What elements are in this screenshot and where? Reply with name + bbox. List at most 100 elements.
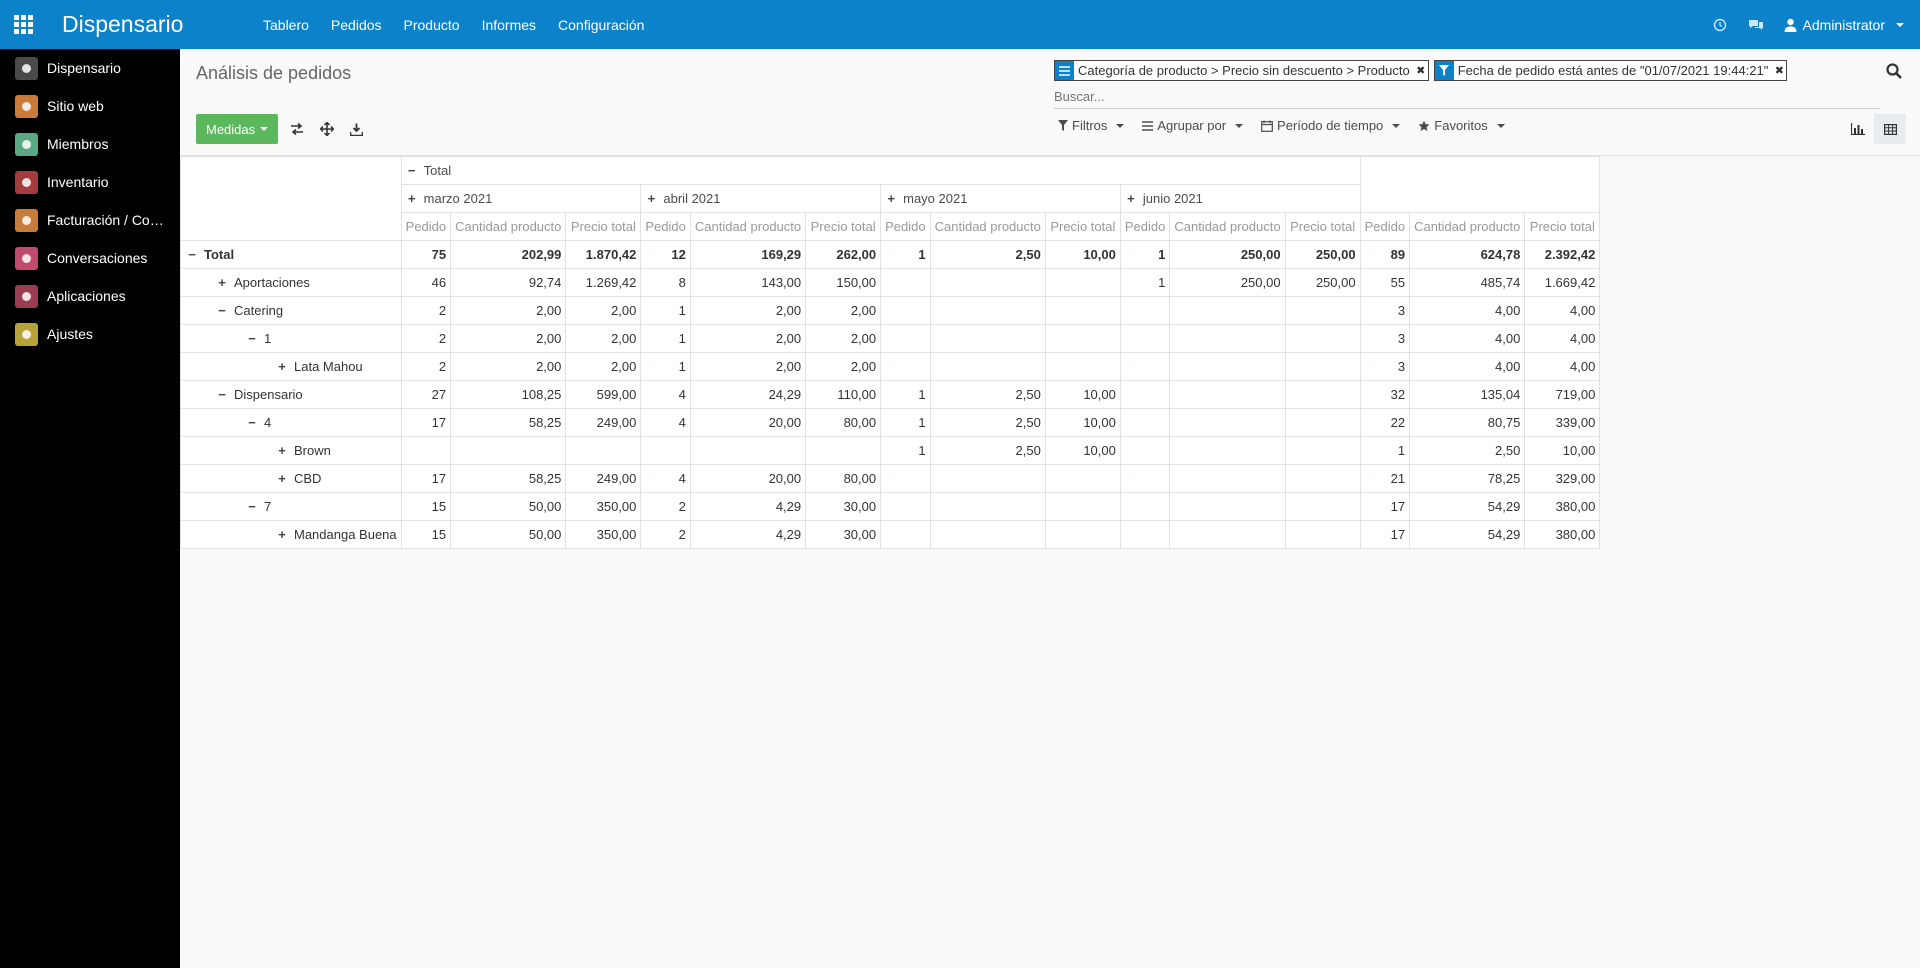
row-header[interactable]: − Total [180,240,402,269]
search-input[interactable] [1054,85,1880,109]
pivot-cell[interactable]: 202,99 [450,240,567,269]
pivot-cell[interactable] [1119,492,1171,521]
pivot-cell[interactable]: 4 [640,408,691,437]
time-range-dropdown[interactable]: Período de tiempo [1261,118,1401,133]
row-header[interactable]: + Aportaciones [180,268,402,297]
pivot-cell[interactable]: 50,00 [450,520,567,549]
facet-filter[interactable]: Fecha de pedido está antes de "01/07/202… [1433,60,1788,81]
pivot-cell[interactable]: 1 [640,296,691,325]
pivot-cell[interactable] [880,520,931,549]
remove-facet-icon[interactable]: ✖ [1416,65,1426,77]
measure-header[interactable]: Precio total [1044,212,1121,241]
pivot-cell[interactable] [880,268,931,297]
col-header-month[interactable]: + junio 2021 [1119,184,1361,213]
pivot-cell[interactable]: 4,00 [1524,296,1601,325]
pivot-cell[interactable] [1284,492,1361,521]
pivot-cell[interactable]: 50,00 [450,492,567,521]
pivot-cell[interactable] [1169,464,1286,493]
measure-header[interactable]: Cantidad producto [450,212,567,241]
measures-button[interactable]: Medidas [196,114,279,144]
pivot-cell[interactable]: 135,04 [1409,380,1526,409]
top-menu-item[interactable]: Configuración [558,16,645,33]
pivot-cell[interactable]: 1.669,42 [1524,268,1601,297]
pivot-cell[interactable] [1169,352,1286,381]
pivot-cell[interactable]: 15 [400,492,452,521]
pivot-cell[interactable]: 2 [400,352,452,381]
pivot-cell[interactable]: 21 [1359,464,1411,493]
pivot-cell[interactable]: 329,00 [1524,464,1601,493]
pivot-cell[interactable]: 339,00 [1524,408,1601,437]
measure-header[interactable]: Precio total [1284,212,1361,241]
pivot-cell[interactable]: 15 [400,520,452,549]
sidebar-item[interactable]: Ajustes [0,315,180,353]
pivot-cell[interactable]: 2 [640,520,691,549]
activity-clock-icon[interactable] [1712,17,1728,33]
pivot-cell[interactable]: 719,00 [1524,380,1601,409]
top-menu-item[interactable]: Tablero [263,16,309,33]
pivot-cell[interactable]: 1.269,42 [565,268,642,297]
pivot-cell[interactable] [1119,380,1171,409]
pivot-cell[interactable]: 20,00 [689,408,807,437]
pivot-cell[interactable]: 2,00 [450,296,567,325]
col-header-total[interactable]: − Total [400,156,1361,185]
pivot-cell[interactable] [450,436,567,465]
pivot-cell[interactable]: 2,00 [689,296,807,325]
pivot-cell[interactable]: 4,00 [1409,324,1526,353]
pivot-cell[interactable]: 4,00 [1409,352,1526,381]
pivot-cell[interactable]: 20,00 [689,464,807,493]
pivot-cell[interactable]: 2 [640,492,691,521]
messages-icon[interactable] [1748,17,1764,33]
remove-facet-icon[interactable]: ✖ [1774,65,1784,77]
pivot-cell[interactable]: 1 [880,240,931,269]
pivot-cell[interactable]: 12 [640,240,691,269]
pivot-cell[interactable]: 24,29 [689,380,807,409]
pivot-cell[interactable]: 150,00 [805,268,882,297]
flip-axis-button[interactable] [287,119,307,139]
apps-menu-icon[interactable] [0,0,46,49]
pivot-cell[interactable]: 1 [1119,240,1171,269]
pivot-cell[interactable]: 2,00 [450,324,567,353]
pivot-cell[interactable] [1044,268,1121,297]
favorites-dropdown[interactable]: Favoritos [1418,118,1505,133]
pivot-cell[interactable]: 4,00 [1524,324,1601,353]
measure-header[interactable]: Cantidad producto [929,212,1046,241]
pivot-cell[interactable]: 599,00 [565,380,642,409]
pivot-cell[interactable]: 27 [400,380,452,409]
pivot-cell[interactable]: 2,00 [689,324,807,353]
sidebar-item[interactable]: Facturación / Cont... [0,201,180,239]
pivot-cell[interactable]: 1 [880,380,931,409]
pivot-cell[interactable] [1119,436,1171,465]
pivot-cell[interactable] [1044,464,1121,493]
pivot-cell[interactable]: 250,00 [1169,268,1286,297]
sidebar-item[interactable]: Aplicaciones [0,277,180,315]
pivot-cell[interactable]: 2.392,42 [1524,240,1601,269]
pivot-cell[interactable] [1284,324,1361,353]
pivot-cell[interactable] [880,464,931,493]
pivot-cell[interactable] [880,296,931,325]
pivot-cell[interactable] [1284,436,1361,465]
measure-header[interactable]: Precio total [565,212,642,241]
pivot-cell[interactable] [1044,520,1121,549]
measure-header[interactable]: Cantidad producto [1409,212,1526,241]
measure-header[interactable]: Cantidad producto [1169,212,1286,241]
top-menu-item[interactable]: Informes [481,16,537,33]
pivot-cell[interactable]: 10,00 [1044,436,1121,465]
pivot-cell[interactable]: 250,00 [1284,240,1361,269]
pivot-cell[interactable]: 78,25 [1409,464,1526,493]
expand-all-button[interactable] [317,119,337,139]
pivot-cell[interactable] [1044,296,1121,325]
pivot-cell[interactable]: 250,00 [1284,268,1361,297]
pivot-cell[interactable]: 54,29 [1409,520,1526,549]
download-xlsx-button[interactable] [346,119,366,139]
col-header-month[interactable]: + marzo 2021 [400,184,642,213]
pivot-cell[interactable]: 1.870,42 [565,240,642,269]
pivot-cell[interactable] [640,436,691,465]
pivot-cell[interactable] [1284,408,1361,437]
pivot-cell[interactable] [880,324,931,353]
row-header[interactable]: − Catering [180,296,402,325]
pivot-cell[interactable]: 75 [400,240,452,269]
pivot-cell[interactable]: 2,50 [929,408,1046,437]
pivot-cell[interactable]: 262,00 [805,240,882,269]
row-header[interactable]: −7 [180,492,402,521]
pivot-cell[interactable]: 624,78 [1409,240,1526,269]
